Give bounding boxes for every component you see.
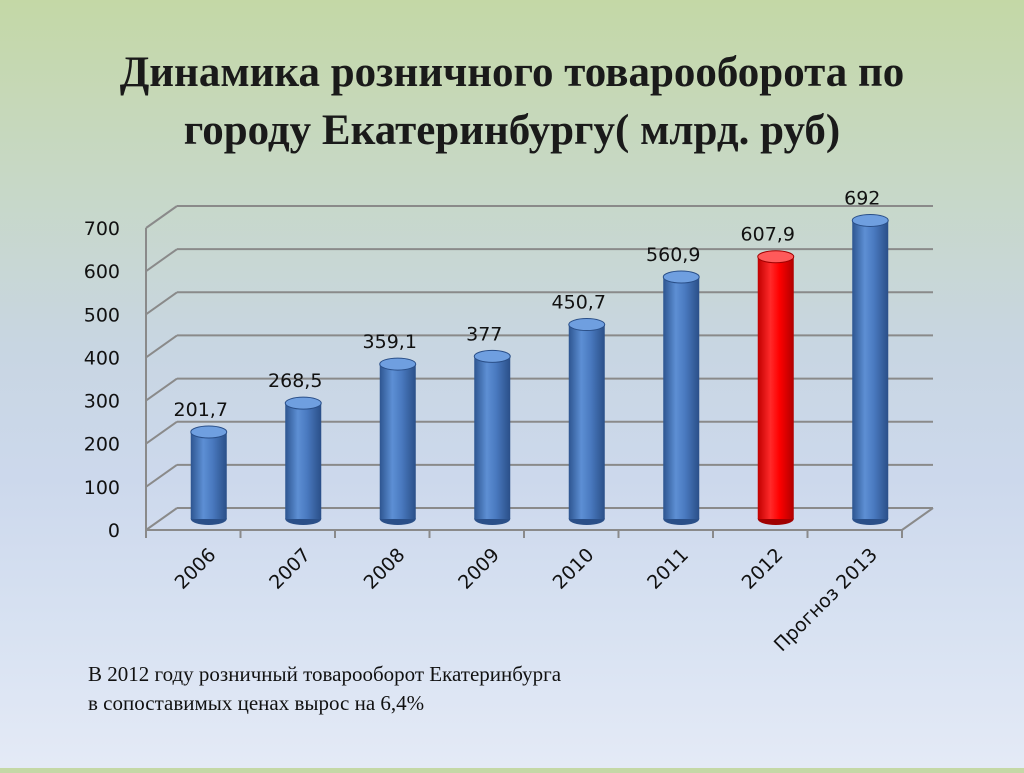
data-label: 560,9 <box>646 244 700 266</box>
gridline-slant <box>145 248 178 272</box>
caption: В 2012 году розничный товарооборот Екате… <box>88 660 708 718</box>
y-tick-label: 200 <box>84 434 120 456</box>
data-label: 359,1 <box>363 331 417 353</box>
x-category-label: 2012 <box>738 544 788 594</box>
bar-top <box>473 349 511 363</box>
x-category-label: 2011 <box>643 544 693 594</box>
caption-line-2: в сопоставимых ценах вырос на 6,4% <box>88 691 425 715</box>
bars <box>190 213 889 525</box>
data-label: 692 <box>844 187 880 209</box>
gridline-slant <box>145 507 178 531</box>
x-category-label: 2009 <box>454 544 504 594</box>
x-category-label: 2007 <box>265 544 315 594</box>
y-tick-label: 400 <box>84 347 120 369</box>
bar-top <box>190 425 228 439</box>
y-tick-label: 300 <box>84 391 120 413</box>
bar-top <box>379 357 417 371</box>
y-tick-label: 700 <box>84 218 120 240</box>
bar-top <box>568 318 606 332</box>
bar <box>851 213 889 525</box>
slide-title: Динамика розничного товарооборота по гор… <box>119 49 905 154</box>
bar-body <box>663 277 700 519</box>
gridlines <box>145 205 933 531</box>
bar <box>662 270 700 525</box>
bar-body <box>474 356 511 519</box>
bar-top <box>757 250 795 264</box>
data-label: 201,7 <box>174 399 228 421</box>
gridline-slant <box>145 464 178 488</box>
gridline-slant <box>145 420 178 445</box>
bar-body <box>757 256 794 519</box>
bar <box>190 425 228 525</box>
bar-body <box>190 431 227 519</box>
bar <box>379 357 417 525</box>
gridline-slant <box>145 334 178 359</box>
data-label: 607,9 <box>741 224 795 246</box>
bar-body <box>568 324 605 519</box>
floor-edge <box>901 507 934 531</box>
x-category-label: 2010 <box>549 544 599 594</box>
bar-top <box>284 396 322 410</box>
axes <box>145 228 934 538</box>
x-category-label: 2006 <box>171 544 221 594</box>
y-tick-label: 600 <box>84 261 120 283</box>
bar-body <box>285 403 322 519</box>
bar-body <box>852 220 889 520</box>
y-tick-label: 0 <box>108 520 120 542</box>
gridline-slant <box>145 291 178 316</box>
data-label: 377 <box>466 323 502 345</box>
bar <box>473 349 511 525</box>
bar-body <box>379 364 416 519</box>
data-label: 268,5 <box>268 370 322 392</box>
caption-line-1: В 2012 году розничный товарооборот Екате… <box>88 662 562 686</box>
y-tick-label: 500 <box>84 304 120 326</box>
bar-top <box>662 270 700 284</box>
data-label: 450,7 <box>552 292 606 314</box>
bar-top <box>851 213 889 227</box>
y-tick-label: 100 <box>84 477 120 499</box>
bar <box>568 318 606 525</box>
gridline-slant <box>145 377 178 402</box>
x-category-label: 2008 <box>360 544 410 594</box>
bar <box>284 396 322 525</box>
x-category-label: Прогноз 2013 <box>770 544 882 656</box>
gridline-slant <box>145 205 178 229</box>
bar <box>757 250 795 525</box>
